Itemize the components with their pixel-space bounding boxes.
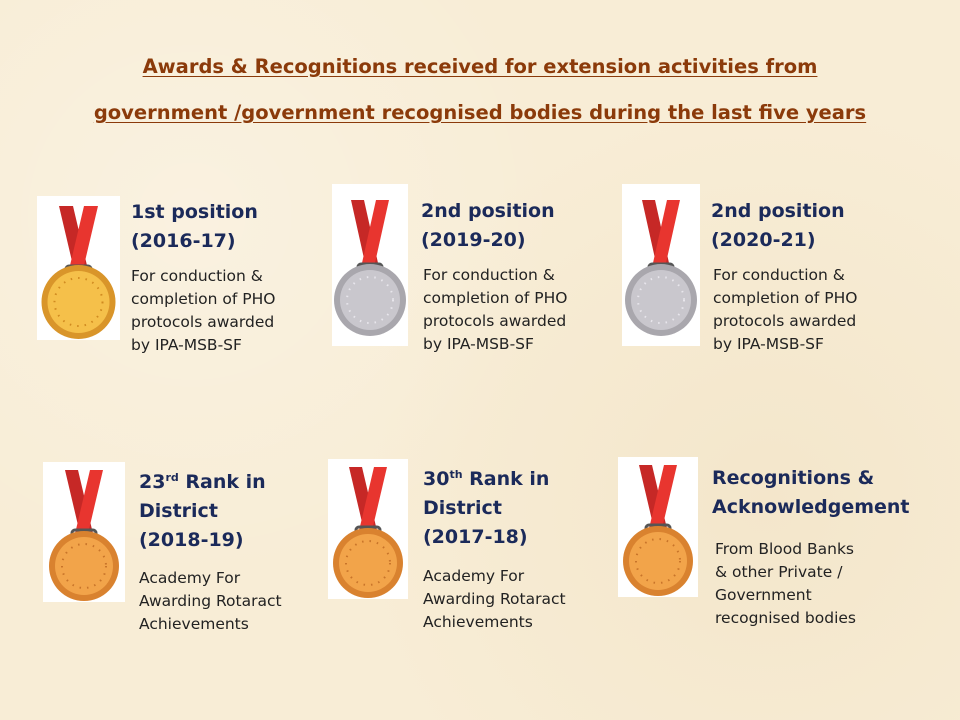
title-line-1: Awards & Recognitions received for exten… xyxy=(142,55,818,78)
award-6-heading-2: Acknowledgement xyxy=(712,496,910,518)
award-2-heading: 2nd position xyxy=(421,200,555,222)
award-4-heading: 23rd Rank in xyxy=(139,468,266,497)
award-2-desc-line: completion of PHO xyxy=(423,289,568,307)
award-1-desc-line: For conduction & xyxy=(131,267,263,285)
title-line-2: government /government recognised bodies… xyxy=(93,101,867,124)
bronze-medal-icon xyxy=(328,459,408,599)
award-1-desc-line: completion of PHO xyxy=(131,290,276,308)
rank-text: Rank in xyxy=(462,468,550,490)
award-4-desc-line: Academy For xyxy=(139,569,241,587)
award-6-desc-line: & other Private / xyxy=(715,563,843,581)
award-6-desc-line: recognised bodies xyxy=(715,609,856,627)
silver-medal-icon xyxy=(332,184,408,346)
award-5-district: District xyxy=(423,497,502,519)
award-1-heading: 1st position xyxy=(131,201,258,223)
award-3-desc-line: completion of PHO xyxy=(713,289,858,307)
award-2-desc-line: protocols awarded xyxy=(423,312,567,330)
award-3-year: (2020-21) xyxy=(711,229,816,251)
award-5-heading: 30th Rank in xyxy=(423,465,549,494)
silver-medal-icon xyxy=(622,184,700,346)
rank-suffix: rd xyxy=(165,471,179,484)
rank-number: 23 xyxy=(139,471,166,493)
award-5-desc-line: Achievements xyxy=(423,613,533,631)
award-6-desc-line: Government xyxy=(715,586,812,604)
award-1-desc-line: by IPA-MSB-SF xyxy=(131,336,242,354)
award-5-desc-line: Academy For xyxy=(423,567,525,585)
award-3-desc-line: by IPA-MSB-SF xyxy=(713,335,824,353)
award-4-district: District xyxy=(139,500,218,522)
award-4-desc-line: Awarding Rotaract xyxy=(139,592,282,610)
award-6-desc-line: From Blood Banks xyxy=(715,540,855,558)
rank-text: Rank in xyxy=(178,471,266,493)
award-4-year: (2018-19) xyxy=(139,529,244,551)
bronze-medal-icon xyxy=(618,457,698,597)
bronze-medal-icon xyxy=(43,462,125,602)
award-3-desc-line: For conduction & xyxy=(713,266,845,284)
award-3-heading: 2nd position xyxy=(711,200,845,222)
award-6-heading: Recognitions & xyxy=(712,467,875,489)
gold-medal-icon xyxy=(37,196,120,340)
award-4-desc-line: Achievements xyxy=(139,615,249,633)
award-3-desc-line: protocols awarded xyxy=(713,312,857,330)
award-1-year: (2016-17) xyxy=(131,230,236,252)
award-1-desc-line: protocols awarded xyxy=(131,313,275,331)
page-title: Awards & Recognitions received for exten… xyxy=(0,44,960,136)
rank-number: 30 xyxy=(423,468,450,490)
award-2-year: (2019-20) xyxy=(421,229,526,251)
award-2-desc-line: by IPA-MSB-SF xyxy=(423,335,534,353)
award-5-desc-line: Awarding Rotaract xyxy=(423,590,566,608)
award-2-desc-line: For conduction & xyxy=(423,266,555,284)
award-5-year: (2017-18) xyxy=(423,526,528,548)
rank-suffix: th xyxy=(449,468,463,481)
